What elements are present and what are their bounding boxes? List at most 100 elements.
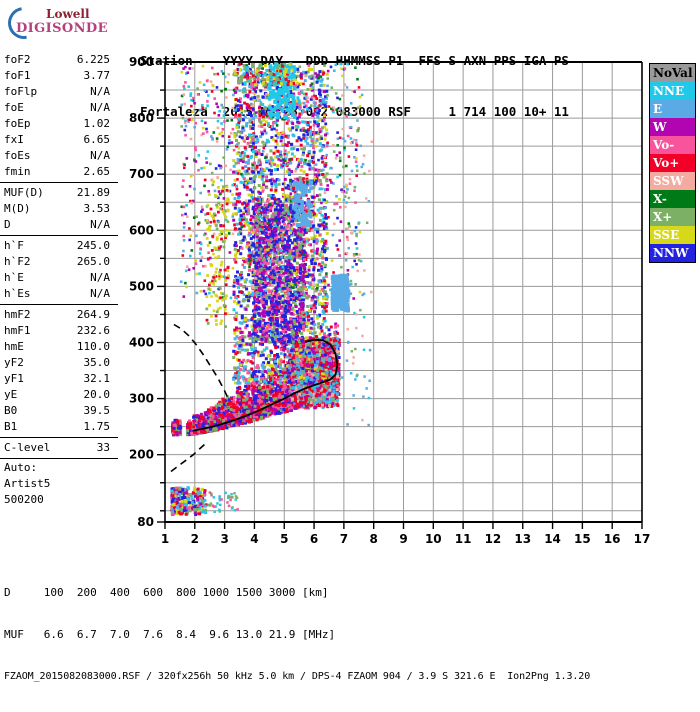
scatter-point (308, 374, 311, 377)
scatter-point (311, 383, 314, 386)
scatter-point (171, 500, 174, 503)
scatter-point (286, 375, 289, 378)
scatter-point (185, 512, 188, 515)
scatter-point (308, 295, 311, 298)
scatter-point (199, 494, 202, 497)
scatter-point (337, 344, 340, 347)
scatter-point (285, 399, 288, 402)
scatter-point (284, 404, 287, 407)
scatter-point (231, 416, 234, 419)
scatter-point (325, 397, 328, 400)
scatter-point (301, 366, 304, 369)
scatter-point (310, 373, 313, 376)
scatter-point (337, 375, 340, 378)
scatter-point (330, 326, 333, 329)
scatter-point (193, 502, 196, 505)
scatter-point (282, 384, 285, 387)
scatter-point (256, 381, 259, 384)
scatter-point (290, 376, 293, 379)
scatter-point (326, 404, 329, 407)
scatter-point (301, 388, 304, 391)
scatter-point (223, 412, 226, 415)
scatter-point (326, 371, 329, 374)
scatter-point (296, 388, 299, 391)
legend-item-vo-[interactable]: Vo+ (650, 154, 695, 172)
scatter-point (202, 424, 205, 427)
scatter-point (335, 379, 338, 382)
scatter-point (292, 349, 295, 352)
legend-item-e[interactable]: E (650, 100, 695, 118)
scatter-point (300, 342, 303, 345)
scatter-point (260, 400, 263, 403)
scatter-point (213, 418, 216, 421)
scatter-point (292, 339, 295, 342)
legend-item-x-[interactable]: X- (650, 190, 695, 208)
scatter-point (321, 404, 324, 407)
scatter-point (316, 399, 319, 402)
scatter-point (329, 347, 332, 350)
scatter-point (290, 376, 293, 379)
scatter-point (172, 423, 175, 426)
scatter-point (277, 395, 280, 398)
scatter-point (319, 387, 322, 390)
scatter-point (175, 425, 178, 428)
scatter-point (189, 509, 192, 512)
legend-item-x-[interactable]: X+ (650, 208, 695, 226)
scatter-point (331, 400, 334, 403)
legend-item-noval[interactable]: NoVal (650, 64, 695, 82)
scatter-point (297, 370, 300, 373)
scatter-point (312, 361, 315, 364)
legend-item-sse[interactable]: SSE (650, 226, 695, 244)
legend-item-w[interactable]: W (650, 118, 695, 136)
scatter-point (331, 372, 334, 375)
scatter-point (238, 386, 241, 389)
scatter-point (313, 396, 316, 399)
scatter-point (283, 375, 286, 378)
legend-item-vo-[interactable]: Vo- (650, 136, 695, 154)
scatter-point (209, 425, 212, 428)
parameter-value: 21.89 (77, 186, 110, 199)
scatter-point (327, 354, 330, 357)
scatter-point (336, 360, 339, 363)
scatter-point (221, 423, 224, 426)
scatter-point (302, 231, 305, 234)
scatter-point (330, 350, 333, 353)
scatter-point (217, 420, 220, 423)
scatter-point (322, 356, 325, 359)
scatter-point (318, 390, 321, 393)
scatter-point (314, 357, 317, 360)
scatter-point (330, 340, 333, 343)
scatter-point (327, 388, 330, 391)
scatter-point (299, 394, 302, 397)
scatter-point (317, 370, 320, 373)
scatter-point (301, 344, 304, 347)
scatter-point (274, 372, 277, 375)
scatter-point (267, 408, 270, 411)
scatter-point (315, 360, 318, 363)
scatter-point (314, 355, 317, 358)
scatter-point (260, 409, 263, 412)
scatter-point (335, 360, 338, 363)
scatter-point (205, 427, 208, 430)
legend-item-nnw[interactable]: NNW (650, 244, 695, 262)
scatter-point (178, 493, 181, 496)
legend-item-ssw[interactable]: SSW (650, 172, 695, 190)
scatter-point (313, 344, 316, 347)
scatter-point (227, 406, 230, 409)
scatter-point (272, 409, 275, 412)
scatter-point (193, 431, 196, 434)
scatter-point (335, 347, 338, 350)
scatter-point (227, 420, 230, 423)
scatter-point (289, 398, 292, 401)
scatter-point (236, 417, 239, 420)
scatter-point (278, 406, 281, 409)
scatter-point (229, 405, 232, 408)
scatter-point (254, 388, 257, 391)
scatter-point (306, 340, 309, 343)
scatter-point (333, 372, 336, 375)
legend-item-nne[interactable]: NNE (650, 82, 695, 100)
scatter-point (213, 429, 216, 432)
scatter-point (175, 509, 178, 512)
scatter-point (188, 419, 191, 422)
scatter-point (311, 371, 314, 374)
